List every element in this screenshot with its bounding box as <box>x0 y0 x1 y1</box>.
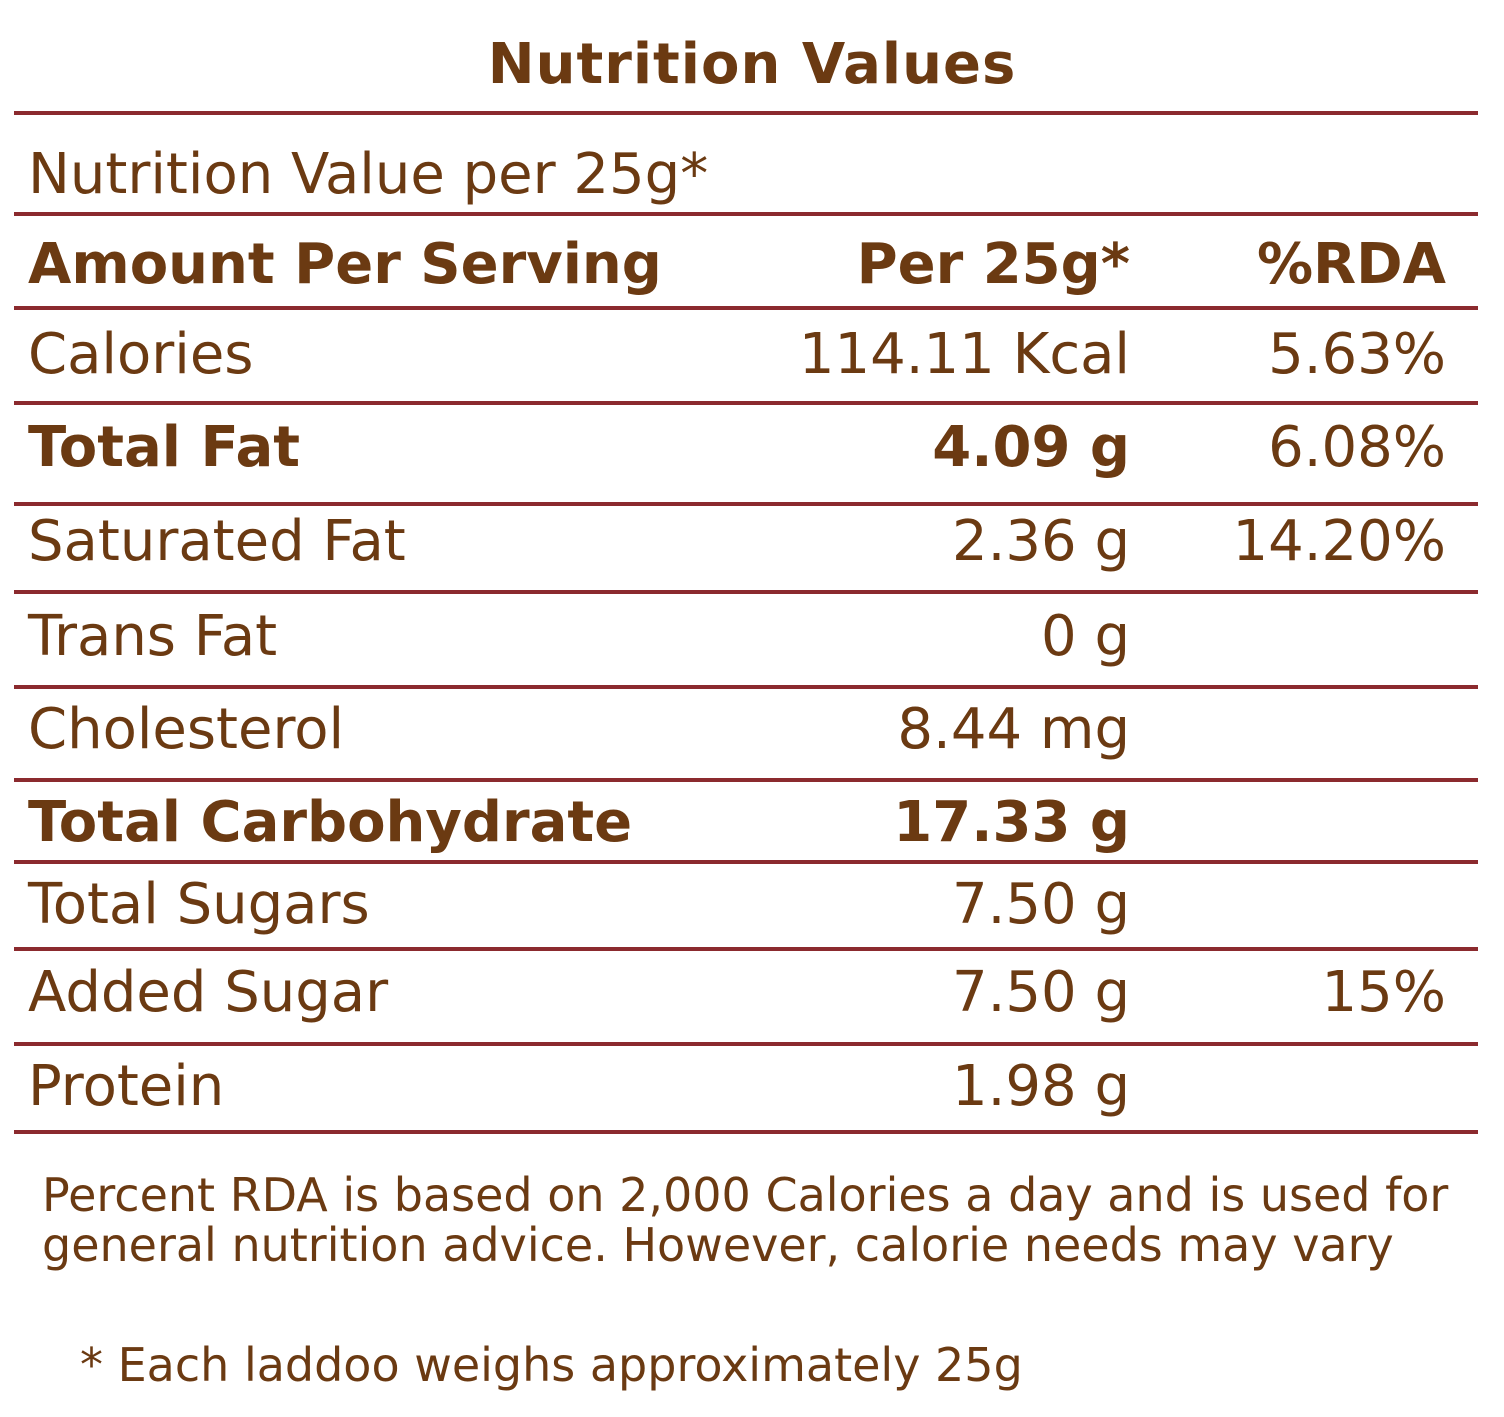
nutrient-amount: 4.09 g <box>932 415 1130 480</box>
divider <box>14 1042 1478 1046</box>
page-title: Nutrition Values <box>487 32 1017 97</box>
rda-note: Percent RDA is based on 2,000 Calories a… <box>42 1168 1449 1272</box>
nutrient-row-total-fat: Total Fat 4.09 g 6.08% <box>0 413 1504 483</box>
divider <box>14 1130 1478 1134</box>
nutrient-name: Total Sugars <box>28 872 370 937</box>
nutrient-amount: 114.11 Kcal <box>798 322 1130 387</box>
header-name: Amount Per Serving <box>28 232 662 297</box>
nutrient-name: Saturated Fat <box>28 509 406 574</box>
nutrient-name: Added Sugar <box>28 960 389 1025</box>
divider <box>14 778 1478 782</box>
nutrient-name: Total Fat <box>28 415 301 480</box>
nutrient-row-trans-fat: Trans Fat 0 g <box>0 602 1504 672</box>
nutrient-row-calories: Calories 114.11 Kcal 5.63% <box>0 320 1504 390</box>
nutrient-amount: 0 g <box>1041 604 1130 669</box>
nutrient-rda: 14.20% <box>1232 509 1446 574</box>
nutrient-amount: 8.44 mg <box>897 697 1130 762</box>
nutrient-amount: 2.36 g <box>951 509 1130 574</box>
divider <box>14 111 1478 115</box>
nutrient-row-protein: Protein 1.98 g <box>0 1052 1504 1122</box>
nutrient-name: Calories <box>28 322 254 387</box>
nutrient-row-total-carbohydrate: Total Carbohydrate 17.33 g <box>0 788 1504 858</box>
nutrient-row-added-sugar: Added Sugar 7.50 g 15% <box>0 958 1504 1028</box>
divider <box>14 212 1478 216</box>
nutrient-rda: 6.08% <box>1268 415 1446 480</box>
divider <box>14 401 1478 405</box>
table-header: Amount Per Serving Per 25g* %RDA <box>0 230 1504 300</box>
divider <box>14 947 1478 951</box>
divider <box>14 685 1478 689</box>
nutrient-rda: 5.63% <box>1268 322 1446 387</box>
nutrient-amount: 1.98 g <box>951 1054 1130 1119</box>
nutrient-name: Cholesterol <box>28 697 345 762</box>
header-amount: Per 25g* <box>856 232 1130 297</box>
footnote: * Each laddoo weighs approximately 25g <box>80 1338 1023 1392</box>
nutrient-rda: 15% <box>1321 960 1446 1025</box>
nutrient-name: Total Carbohydrate <box>28 790 633 855</box>
divider <box>14 590 1478 594</box>
header-rda: %RDA <box>1256 232 1446 297</box>
divider <box>14 306 1478 310</box>
nutrient-amount: 7.50 g <box>951 960 1130 1025</box>
divider <box>14 502 1478 506</box>
nutrient-row-cholesterol: Cholesterol 8.44 mg <box>0 695 1504 765</box>
nutrient-name: Protein <box>28 1054 225 1119</box>
nutrient-row-total-sugars: Total Sugars 7.50 g <box>0 870 1504 940</box>
nutrient-amount: 17.33 g <box>893 790 1130 855</box>
nutrient-amount: 7.50 g <box>951 872 1130 937</box>
serving-subtitle: Nutrition Value per 25g* <box>28 142 709 207</box>
divider <box>14 860 1478 864</box>
nutrient-row-saturated-fat: Saturated Fat 2.36 g 14.20% <box>0 507 1504 577</box>
nutrient-name: Trans Fat <box>28 604 278 669</box>
